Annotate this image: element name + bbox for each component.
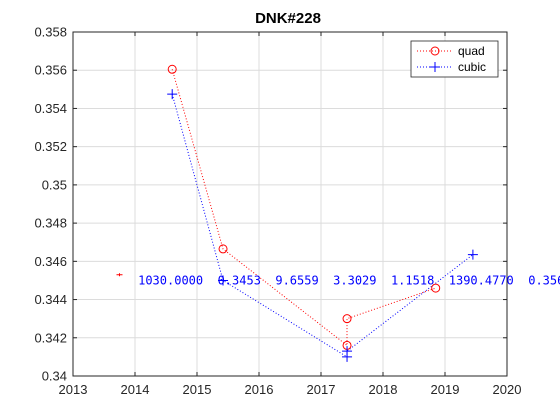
y-tick-label: 0.352 xyxy=(34,139,67,154)
x-tick-label: 2015 xyxy=(183,382,212,397)
data-point-quad xyxy=(342,314,352,324)
x-tick-label: 2017 xyxy=(307,382,336,397)
y-tick-labels: 0.34 0.342 0.344 0.346 0.348 0.35 0.352 0.354 0.… xyxy=(34,25,67,384)
data-point-quad xyxy=(218,244,228,254)
y-tick-label: 0.342 xyxy=(34,330,67,345)
series-markers xyxy=(116,64,478,362)
axis-ticks xyxy=(72,31,508,377)
data-point-cubic xyxy=(342,346,353,357)
legend-label-cubic: cubic xyxy=(458,60,486,74)
x-tick-label: 2014 xyxy=(121,382,150,397)
legend-marker-quad xyxy=(430,46,440,56)
x-tick-label: 2019 xyxy=(431,382,460,397)
data-point-cubic xyxy=(167,89,178,100)
x-tick-labels: 2013 2014 2015 2016 2017 2018 2019 2020 xyxy=(59,382,522,397)
annotation-text: 1030.0000 0.3453 9.6559 3.3029 1.1518 13… xyxy=(138,273,560,287)
x-tick-label: 2020 xyxy=(493,382,522,397)
data-point-cubic xyxy=(467,249,478,260)
plot-area xyxy=(73,32,507,376)
y-tick-label: 0.346 xyxy=(34,254,67,269)
extra-point xyxy=(116,273,123,277)
x-tick-label: 2016 xyxy=(245,382,274,397)
plot-frame xyxy=(72,31,508,377)
chart-title: DNK#228 xyxy=(255,10,321,27)
legend-box xyxy=(410,40,499,78)
x-tick-label: 2013 xyxy=(59,382,88,397)
y-tick-label: 0.358 xyxy=(34,25,67,40)
y-tick-label: 0.344 xyxy=(34,292,67,307)
y-tick-label: 0.34 xyxy=(42,369,67,384)
x-tick-label: 2018 xyxy=(369,382,398,397)
y-tick-label: 0.348 xyxy=(34,216,67,231)
legend: quad cubic xyxy=(410,40,499,78)
legend-marker-cubic xyxy=(430,62,440,72)
y-tick-label: 0.354 xyxy=(34,101,67,116)
y-tick-label: 0.356 xyxy=(34,63,67,78)
legend-label-quad: quad xyxy=(458,44,485,58)
data-point-quad xyxy=(167,64,177,74)
y-tick-label: 0.35 xyxy=(42,177,67,192)
data-point-cubic xyxy=(218,275,229,286)
data-point-quad xyxy=(431,283,441,293)
